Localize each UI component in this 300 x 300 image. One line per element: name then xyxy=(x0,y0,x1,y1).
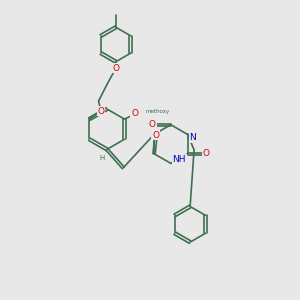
Text: O: O xyxy=(202,149,209,158)
Text: H: H xyxy=(100,155,105,161)
Text: O: O xyxy=(131,109,138,118)
Text: N: N xyxy=(190,134,196,142)
Text: O: O xyxy=(98,107,104,116)
Text: O: O xyxy=(152,131,159,140)
Text: NH: NH xyxy=(172,155,186,164)
Text: methoxy: methoxy xyxy=(145,110,169,115)
Text: O: O xyxy=(112,64,119,73)
Text: O: O xyxy=(149,120,156,129)
